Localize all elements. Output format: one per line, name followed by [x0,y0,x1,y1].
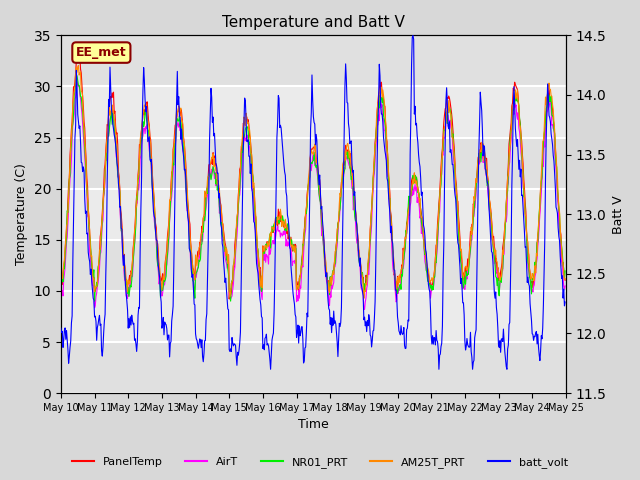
Title: Temperature and Batt V: Temperature and Batt V [222,15,405,30]
Bar [61,240,566,291]
Y-axis label: Temperature (C): Temperature (C) [15,163,28,265]
Bar [61,36,566,86]
Bar [61,291,566,342]
Bar [61,138,566,189]
Y-axis label: Batt V: Batt V [612,195,625,234]
Text: EE_met: EE_met [76,46,127,59]
Bar [61,189,566,240]
Bar [61,86,566,138]
X-axis label: Time: Time [298,419,329,432]
Legend: PanelTemp, AirT, NR01_PRT, AM25T_PRT, batt_volt: PanelTemp, AirT, NR01_PRT, AM25T_PRT, ba… [68,452,572,472]
Bar [61,342,566,393]
